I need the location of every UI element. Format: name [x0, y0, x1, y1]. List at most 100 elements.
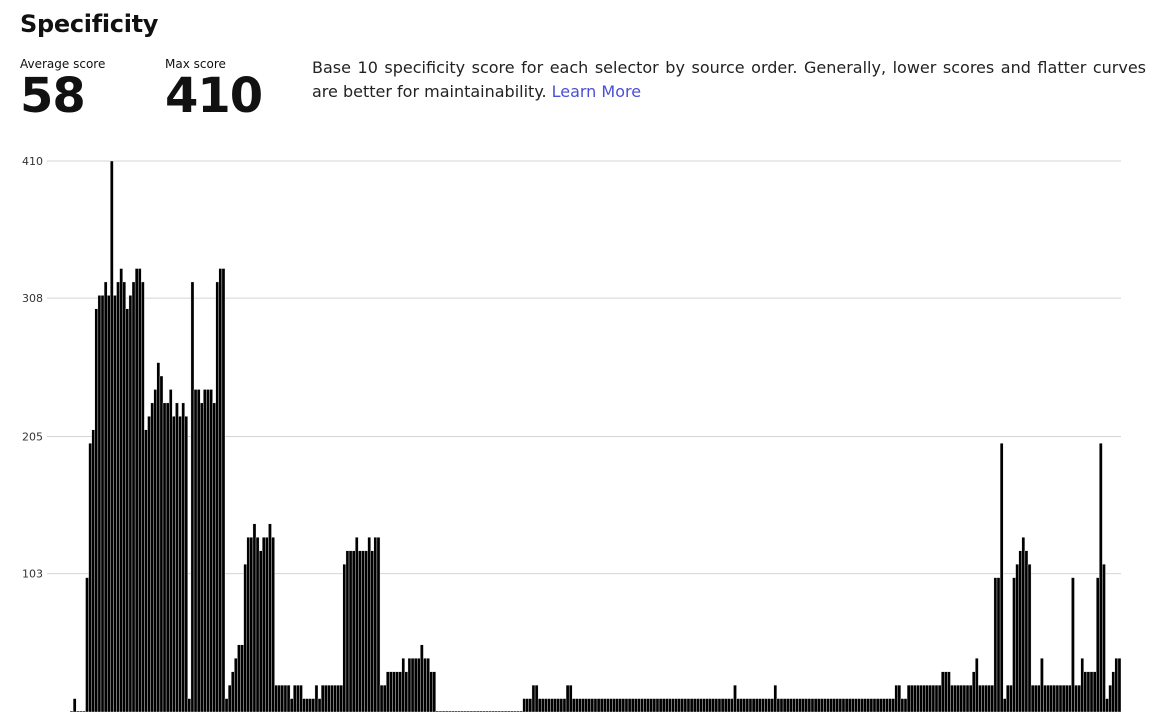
bar[interactable] — [795, 698, 799, 713]
bar[interactable] — [178, 416, 182, 713]
bar[interactable] — [1043, 684, 1047, 713]
bar[interactable] — [689, 698, 694, 713]
bar[interactable] — [559, 698, 564, 713]
bar[interactable] — [122, 281, 126, 713]
bar[interactable] — [506, 710, 511, 713]
bar[interactable] — [891, 698, 895, 713]
bar[interactable] — [94, 308, 99, 713]
bar[interactable] — [606, 698, 610, 713]
bar[interactable] — [451, 710, 455, 713]
bar[interactable] — [782, 698, 787, 713]
bar[interactable] — [423, 658, 427, 713]
bar[interactable] — [1037, 684, 1041, 713]
bar[interactable] — [646, 698, 650, 713]
bar[interactable] — [485, 710, 489, 713]
bar[interactable] — [144, 429, 148, 713]
bar[interactable] — [342, 563, 347, 713]
bar[interactable] — [649, 698, 654, 713]
bar[interactable] — [931, 684, 936, 713]
bar[interactable] — [581, 698, 585, 713]
bar[interactable] — [1040, 658, 1044, 713]
bar[interactable] — [599, 698, 604, 713]
bar[interactable] — [913, 684, 917, 713]
bar[interactable] — [1077, 684, 1081, 713]
bar[interactable] — [110, 160, 114, 713]
bar[interactable] — [612, 698, 616, 713]
bar[interactable] — [1006, 684, 1010, 713]
bar[interactable] — [1105, 698, 1109, 713]
bar[interactable] — [472, 710, 477, 713]
bar[interactable] — [503, 710, 508, 713]
bar[interactable] — [209, 389, 213, 713]
bar[interactable] — [1089, 671, 1094, 713]
bar[interactable] — [1092, 671, 1097, 713]
bar[interactable] — [373, 537, 378, 713]
bar[interactable] — [553, 698, 557, 713]
bar[interactable] — [972, 671, 976, 713]
bar[interactable] — [221, 268, 226, 713]
bar[interactable] — [934, 684, 939, 713]
bar[interactable] — [975, 658, 979, 713]
bar[interactable] — [1009, 684, 1013, 713]
bar[interactable] — [696, 698, 700, 713]
bar[interactable] — [999, 443, 1004, 713]
bar[interactable] — [457, 710, 461, 713]
bar[interactable] — [816, 698, 821, 713]
bar[interactable] — [705, 698, 709, 713]
bar[interactable] — [584, 698, 588, 713]
bar[interactable] — [231, 671, 235, 713]
bar[interactable] — [466, 710, 471, 713]
bar[interactable] — [987, 684, 991, 713]
bar[interactable] — [172, 416, 176, 713]
bar[interactable] — [237, 644, 241, 713]
bar[interactable] — [448, 710, 452, 713]
bar[interactable] — [181, 402, 185, 713]
bar[interactable] — [708, 698, 712, 713]
bar[interactable] — [324, 684, 328, 713]
bar[interactable] — [1061, 684, 1066, 713]
bar[interactable] — [779, 698, 784, 713]
bar[interactable] — [1086, 671, 1091, 713]
bar[interactable] — [296, 684, 300, 713]
bar[interactable] — [925, 684, 929, 713]
bar[interactable] — [810, 698, 815, 713]
bar[interactable] — [79, 710, 83, 713]
bar[interactable] — [634, 698, 638, 713]
bar[interactable] — [169, 389, 173, 713]
bar[interactable] — [293, 684, 297, 713]
bar[interactable] — [730, 698, 734, 713]
bar[interactable] — [587, 698, 592, 713]
bar[interactable] — [435, 710, 440, 713]
bar[interactable] — [770, 698, 774, 713]
bar[interactable] — [206, 389, 210, 713]
bar[interactable] — [739, 698, 743, 713]
bar[interactable] — [568, 684, 573, 713]
bar[interactable] — [618, 698, 623, 713]
bar[interactable] — [1030, 684, 1035, 713]
bar[interactable] — [854, 698, 858, 713]
bar[interactable] — [1021, 537, 1026, 713]
bar[interactable] — [789, 698, 793, 713]
bar[interactable] — [720, 698, 725, 713]
bar[interactable] — [885, 698, 889, 713]
bar[interactable] — [823, 698, 827, 713]
bar[interactable] — [107, 295, 111, 713]
bar[interactable] — [748, 698, 753, 713]
bar[interactable] — [550, 698, 554, 713]
bar[interactable] — [702, 698, 706, 713]
bar[interactable] — [441, 710, 446, 713]
bar[interactable] — [1065, 684, 1069, 713]
bar[interactable] — [165, 402, 170, 713]
bar[interactable] — [119, 268, 123, 713]
bar[interactable] — [578, 698, 582, 713]
bar[interactable] — [888, 698, 892, 713]
bar[interactable] — [894, 684, 898, 713]
bar[interactable] — [299, 684, 303, 713]
bar[interactable] — [661, 698, 666, 713]
bar[interactable] — [1018, 550, 1022, 713]
bar[interactable] — [978, 684, 982, 713]
bar[interactable] — [547, 698, 551, 713]
bar[interactable] — [745, 698, 750, 713]
bar[interactable] — [364, 550, 368, 713]
bar[interactable] — [742, 698, 747, 713]
